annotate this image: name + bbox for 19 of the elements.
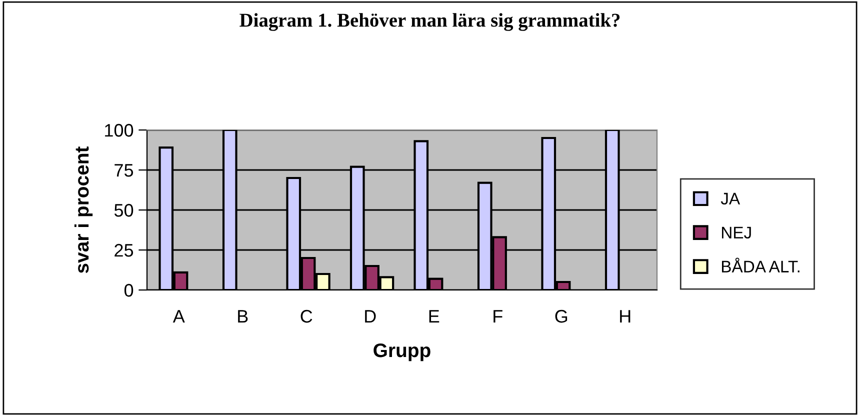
x-axis-title: Grupp xyxy=(374,343,430,362)
x-tick-label: F xyxy=(494,310,502,323)
legend-label: JA xyxy=(720,192,740,205)
x-tick-label: C xyxy=(300,310,312,323)
legend-label: BÅDA ALT. xyxy=(722,258,800,272)
x-tick-label: H xyxy=(620,310,630,323)
chart-title: Diagram 1. Behöver man lära sig grammatik? xyxy=(240,13,620,31)
x-tick-label: A xyxy=(172,310,185,323)
y-tick-label: 100 xyxy=(105,124,134,137)
x-tick-label: D xyxy=(365,310,376,323)
y-tick-label: 0 xyxy=(124,284,134,297)
y-tick-label: 50 xyxy=(114,204,134,217)
x-tick-label: B xyxy=(238,310,248,323)
y-tick-label: 25 xyxy=(114,244,134,257)
legend-label: NEJ xyxy=(722,226,751,239)
x-tick-label: E xyxy=(429,310,440,323)
x-tick-label: G xyxy=(555,310,568,323)
y-axis-title: svar i procent xyxy=(74,146,93,274)
y-tick-label: 75 xyxy=(114,164,134,177)
